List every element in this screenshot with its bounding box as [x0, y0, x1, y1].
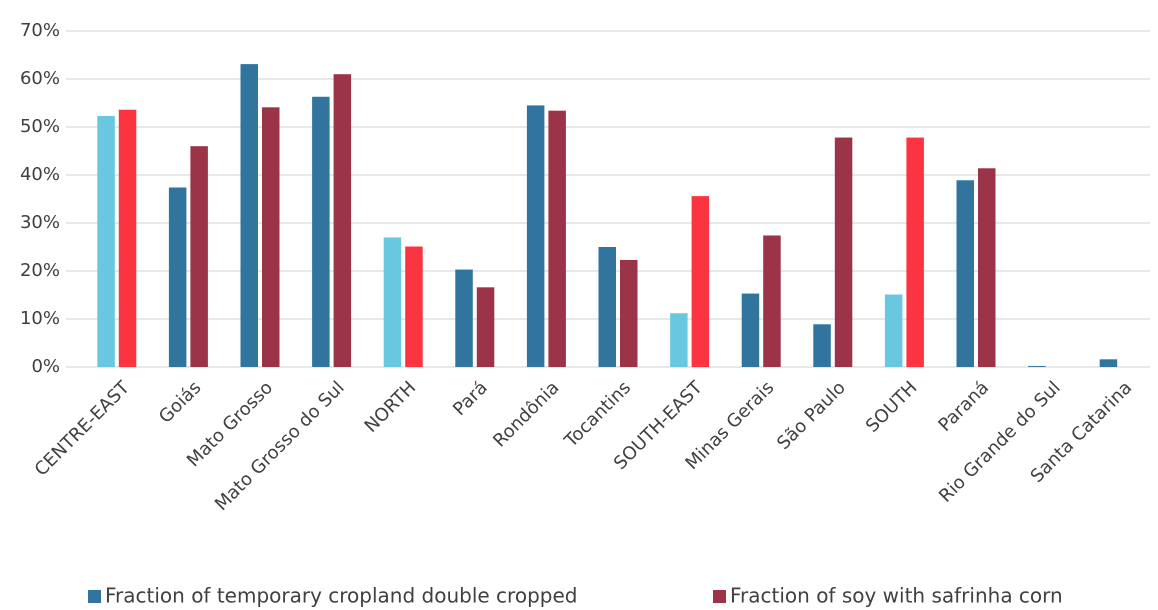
x-tick-label: Pará: [449, 377, 492, 420]
x-tick-label: Mato Grosso do Sul: [211, 377, 349, 515]
bar: [333, 74, 352, 367]
y-tick-label: 30%: [20, 212, 60, 233]
x-tick-label: NORTH: [361, 377, 421, 437]
bar: [118, 109, 137, 367]
legend-swatch: [88, 590, 101, 603]
bar: [455, 269, 473, 367]
bar: [884, 294, 903, 367]
bar: [813, 324, 831, 367]
bar: [741, 293, 760, 367]
bar: [834, 137, 853, 367]
bar: [620, 259, 638, 367]
bar: [548, 110, 566, 368]
bar: [405, 246, 423, 367]
y-tick-label: 40%: [20, 164, 60, 185]
bar: [1099, 359, 1118, 367]
bar: [312, 96, 330, 367]
bar: [598, 247, 616, 367]
bar: [97, 115, 115, 368]
y-tick-label: 70%: [20, 20, 60, 41]
legend-label: Fraction of temporary cropland double cr…: [105, 584, 577, 608]
legend-swatch: [713, 590, 726, 603]
bar: [670, 313, 688, 367]
bar: [168, 187, 187, 367]
x-tick-label: Tocantins: [560, 377, 635, 452]
x-tick-label: CENTRE-EAST: [31, 377, 135, 481]
y-tick-label: 20%: [20, 260, 60, 281]
x-tick-label: Goiás: [155, 377, 205, 427]
bar: [956, 180, 974, 367]
x-tick-label: Rio Grande do Sul: [935, 377, 1065, 507]
y-tick-label: 0%: [31, 356, 60, 377]
bar: [240, 64, 258, 368]
bar: [763, 235, 781, 367]
legend: Fraction of temporary cropland double cr…: [88, 584, 1063, 608]
bar: [691, 196, 710, 367]
bar: [190, 146, 208, 367]
x-tick-label: Paraná: [934, 377, 993, 436]
bar: [906, 137, 924, 367]
legend-label: Fraction of soy with safrinha corn: [730, 584, 1063, 608]
bar: [978, 168, 996, 367]
x-tick-label: SOUTH: [862, 377, 922, 437]
bar: [262, 107, 280, 367]
bar: [383, 237, 402, 367]
x-tick-label: Rondônia: [489, 377, 563, 451]
y-tick-label: 10%: [20, 308, 60, 329]
x-tick-label: São Paulo: [773, 377, 850, 454]
y-tick-label: 60%: [20, 68, 60, 89]
y-tick-label: 50%: [20, 116, 60, 137]
bar: [1028, 366, 1046, 367]
bar: [476, 287, 495, 367]
bar: [526, 105, 545, 368]
